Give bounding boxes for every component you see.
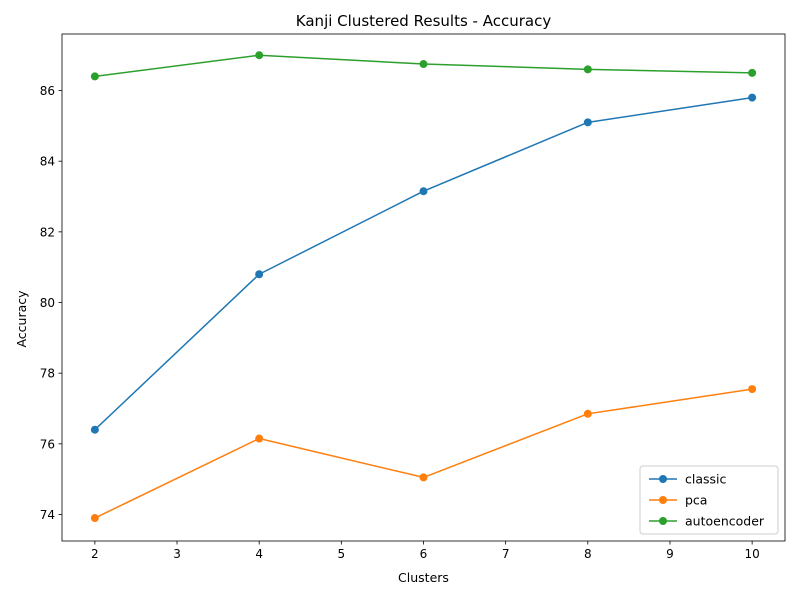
legend-label-autoencoder: autoencoder bbox=[685, 514, 765, 529]
y-tick-label: 74 bbox=[40, 508, 55, 522]
x-tick-label: 2 bbox=[91, 547, 99, 561]
x-tick-label: 7 bbox=[502, 547, 510, 561]
y-tick-label: 80 bbox=[40, 296, 55, 310]
data-point-pca bbox=[90, 514, 99, 523]
y-tick-label: 78 bbox=[40, 367, 55, 381]
data-point-pca bbox=[748, 385, 757, 394]
y-tick-label: 86 bbox=[40, 84, 55, 98]
data-point-pca bbox=[583, 409, 592, 418]
data-point-autoencoder bbox=[583, 65, 592, 74]
x-tick-label: 9 bbox=[666, 547, 674, 561]
data-point-pca bbox=[255, 434, 264, 443]
legend-marker-autoencoder bbox=[659, 517, 667, 525]
x-tick-label: 6 bbox=[420, 547, 428, 561]
x-tick-label: 5 bbox=[338, 547, 346, 561]
x-tick-label: 3 bbox=[173, 547, 181, 561]
y-tick-label: 76 bbox=[40, 437, 55, 451]
legend-box bbox=[639, 465, 779, 535]
series-pca bbox=[90, 385, 757, 523]
legend-marker-pca bbox=[659, 496, 667, 504]
x-axis-label: Clusters bbox=[398, 570, 449, 585]
legend-label-pca: pca bbox=[685, 493, 707, 508]
data-point-classic bbox=[90, 425, 99, 434]
y-axis-label: Accuracy bbox=[14, 290, 29, 348]
legend-label-classic: classic bbox=[685, 472, 727, 487]
x-tick-label: 8 bbox=[584, 547, 592, 561]
y-tick-label: 84 bbox=[40, 155, 55, 169]
chart-title: Kanji Clustered Results - Accuracy bbox=[296, 12, 552, 30]
data-point-pca bbox=[419, 473, 428, 482]
data-point-classic bbox=[255, 270, 264, 279]
data-point-classic bbox=[419, 187, 428, 196]
x-tick-label: 4 bbox=[255, 547, 263, 561]
series-autoencoder bbox=[90, 51, 757, 81]
data-point-autoencoder bbox=[255, 51, 264, 60]
x-tick-label: 10 bbox=[744, 547, 759, 561]
y-tick-label: 82 bbox=[40, 225, 55, 239]
data-point-autoencoder bbox=[90, 72, 99, 81]
series-classic bbox=[90, 93, 757, 434]
data-point-classic bbox=[748, 93, 757, 102]
data-point-autoencoder bbox=[748, 68, 757, 77]
legend-marker-classic bbox=[659, 475, 667, 483]
data-point-classic bbox=[583, 118, 592, 127]
legend: classic pca autoencoder bbox=[639, 465, 779, 535]
data-point-autoencoder bbox=[419, 60, 428, 69]
